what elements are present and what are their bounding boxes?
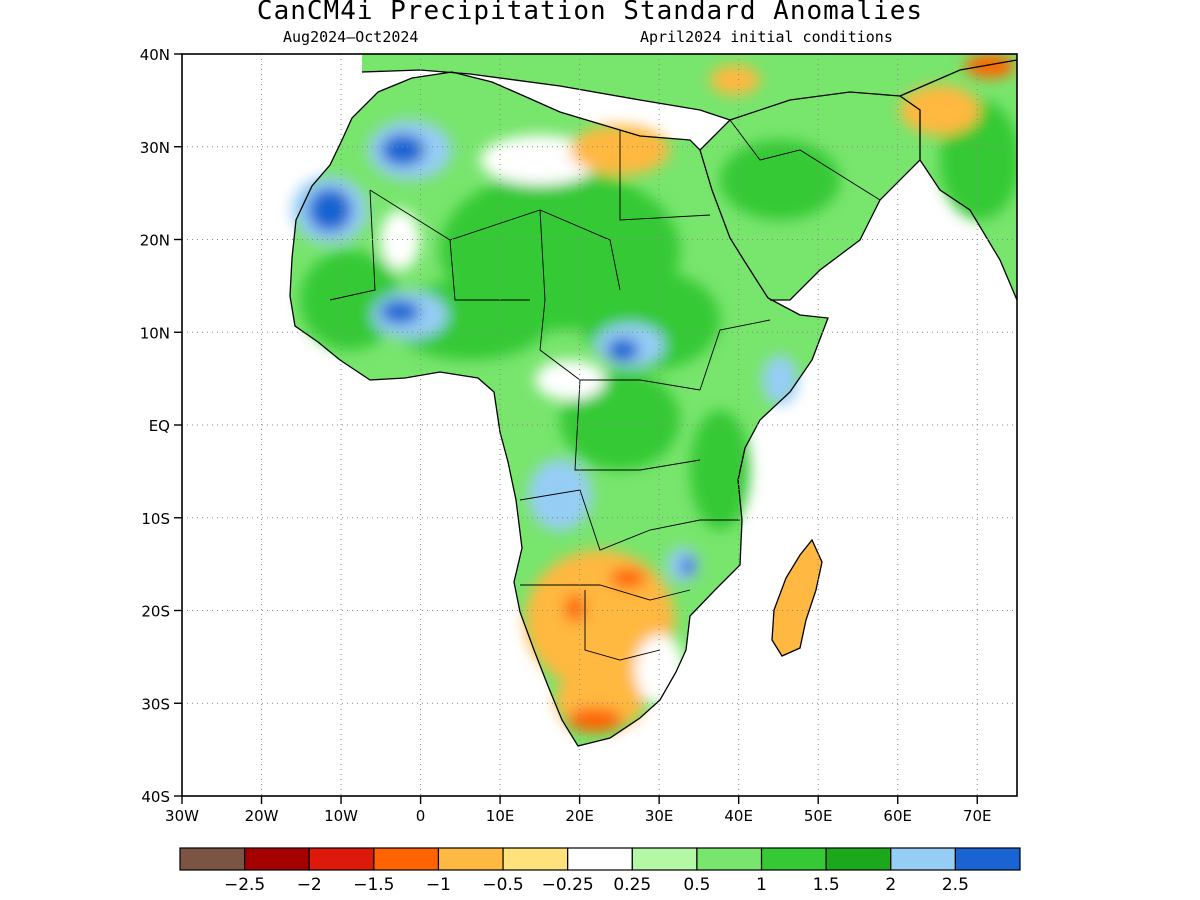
colorbar-label: −2.5 [224, 875, 265, 895]
lon-tick-label: 0 [416, 807, 426, 825]
latitude-axis: 40N 30N 20N 10N EQ 10S 20S 30S 40S [140, 46, 182, 806]
lat-tick-label: 20N [140, 232, 170, 250]
season-subtitle: Aug2024–Oct2024 [283, 28, 419, 46]
colorbar-label: −0.5 [482, 875, 523, 895]
lat-tick-label: 40S [141, 788, 170, 806]
lon-tick-label: 60E [883, 807, 912, 825]
lat-tick-label: 10S [141, 510, 170, 528]
lon-tick-label: 10W [324, 807, 358, 825]
lat-tick-label: 40N [140, 46, 170, 64]
colorbar-label: −1 [426, 875, 451, 895]
colorbar-label: 0.5 [683, 875, 710, 895]
lon-tick-label: 20E [565, 807, 594, 825]
colorbar-swatch [502, 847, 569, 871]
lat-tick-label: EQ [149, 417, 170, 435]
colorbar: −2.5 −2 −1.5 −1 −0.5 −0.25 0.25 0.5 1 1.5 2 2.5 [179, 847, 1021, 895]
colorbar-label: 1.5 [813, 875, 840, 895]
colorbar-label: 2 [885, 875, 896, 895]
colorbar-swatch [244, 847, 310, 871]
colorbar-swatch [631, 847, 698, 871]
longitude-axis: 30W 20W 10W 0 10E 20E 30E 40E 50E 60E 70E [165, 796, 992, 825]
colorbar-swatch [437, 847, 504, 871]
lon-tick-label: 10E [486, 807, 515, 825]
lat-tick-label: 20S [141, 603, 170, 621]
lon-tick-label: 40E [724, 807, 753, 825]
country-borders [329, 119, 881, 661]
lat-tick-label: 30N [140, 139, 170, 157]
lon-tick-label: 30W [165, 807, 199, 825]
lon-tick-label: 20W [245, 807, 279, 825]
colorbar-swatch [567, 847, 633, 871]
colorbar-label: 0.25 [613, 875, 651, 895]
lat-tick-label: 30S [141, 695, 170, 713]
initial-conditions-subtitle: April2024 initial conditions [640, 28, 893, 46]
lon-tick-label: 30E [645, 807, 674, 825]
colorbar-swatch [373, 847, 440, 871]
anomaly-field [289, 54, 1017, 747]
lon-tick-label: 50E [804, 807, 833, 825]
graticule [182, 54, 1017, 796]
colorbar-swatch [825, 847, 892, 871]
coastlines [289, 59, 1017, 747]
colorbar-swatch [760, 847, 827, 871]
madagascar-fill [772, 540, 822, 656]
colorbar-label: −0.25 [542, 875, 594, 895]
chart-title: CanCM4i Precipitation Standard Anomalies [256, 0, 924, 26]
colorbar-swatch [179, 847, 246, 871]
colorbar-label: 1 [756, 875, 767, 895]
colorbar-swatch [308, 847, 375, 871]
lon-tick-label: 70E [963, 807, 992, 825]
lat-tick-label: 10N [140, 324, 170, 342]
colorbar-label: −2 [297, 875, 322, 895]
europe-edge-fill [362, 54, 1017, 120]
colorbar-label: −1.5 [353, 875, 394, 895]
colorbar-swatch [954, 847, 1021, 871]
colorbar-swatch [890, 847, 956, 871]
colorbar-swatch [696, 847, 763, 871]
colorbar-label: 2.5 [942, 875, 969, 895]
